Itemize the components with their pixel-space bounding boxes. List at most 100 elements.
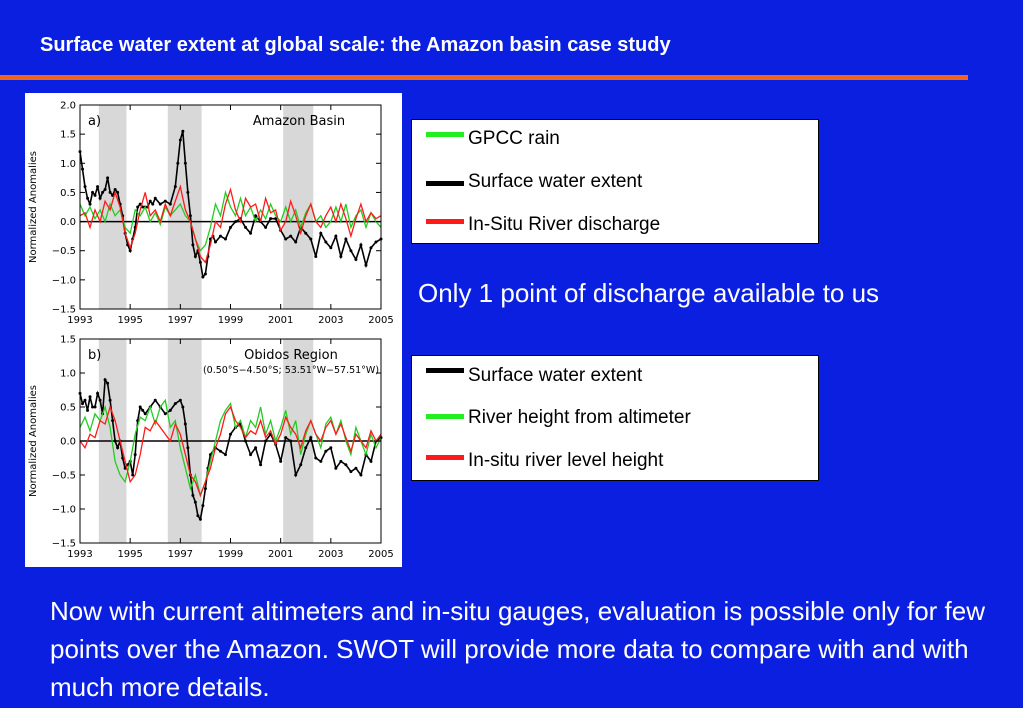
legend2-label: River height from altimeter [468,407,691,428]
data-point [249,231,253,235]
data-point [229,432,232,436]
data-point [106,381,110,385]
x-tick-label: 1997 [168,549,193,560]
data-point [314,456,318,460]
y-axis-label: Normalized Anomalies [28,151,39,263]
legend2-swatch-black [426,368,464,373]
data-point [176,161,180,165]
series-line-red [79,184,382,264]
data-point [86,196,90,200]
data-point [88,202,92,206]
data-point [374,240,378,244]
data-point [186,190,190,194]
data-point [116,446,120,450]
data-point [319,459,323,463]
data-point [91,190,95,194]
legend-box-1: GPCC rain Surface water extent In-Situ R… [411,119,819,244]
data-point [191,493,195,497]
data-point [131,473,135,477]
page-title: Surface water extent at global scale: th… [40,34,671,56]
data-point [249,453,253,457]
data-point [91,405,95,409]
y-tick-label: 0.0 [60,437,76,448]
data-point [254,214,258,218]
data-point [178,138,182,142]
data-point [354,466,358,470]
x-tick-label: 2001 [268,549,293,560]
series-line-green [79,398,382,498]
panel-label: a) [88,114,101,129]
data-point [344,237,348,241]
data-point [163,412,167,416]
data-point [309,237,313,241]
legend1-swatch-black [426,181,464,186]
data-point [264,439,268,443]
legend1-item: Surface water extent [426,171,806,195]
data-point [259,463,263,467]
data-point [284,436,288,440]
data-point [294,473,298,477]
data-point [294,240,298,244]
data-point [334,234,338,238]
data-point [198,260,202,264]
data-point [93,193,97,197]
data-point [128,249,132,253]
data-point [213,240,217,244]
data-point [188,214,192,218]
data-point [138,202,142,206]
legend2-label: Surface water extent [468,365,643,386]
data-point [123,466,127,470]
data-point [304,446,308,450]
data-point [254,446,258,450]
data-point [269,217,273,221]
data-point [158,202,162,206]
legend-box-2: Surface water extent River height from a… [411,355,819,481]
panel-label: b) [88,348,101,363]
data-point [96,391,100,395]
x-tick-label: 1995 [117,315,142,326]
data-point [289,439,293,443]
data-point [183,161,187,165]
legend1-swatch-green [426,132,464,137]
data-point [304,231,308,235]
data-point [314,255,318,259]
data-point [83,185,87,189]
data-point [223,453,227,457]
discharge-note: Only 1 point of discharge available to u… [418,278,880,308]
x-tick-label: 1995 [117,549,142,560]
data-point [234,220,238,224]
data-point [198,517,202,521]
data-point [284,237,288,241]
x-tick-label: 1999 [218,549,243,560]
data-point [113,439,117,443]
x-tick-label: 2001 [268,315,293,326]
data-point [364,263,368,267]
y-tick-label: −0.5 [52,471,76,482]
data-point [93,405,97,409]
y-tick-label: 0.5 [60,188,76,199]
legend1-item: GPCC rain [426,128,806,152]
panel-title: Amazon Basin [253,114,345,129]
data-point [203,272,207,276]
data-point [98,196,102,200]
data-point [183,422,187,426]
y-tick-label: −0.5 [52,246,76,257]
data-point [329,246,333,250]
data-point [309,436,313,440]
legend2-label: In-situ river level height [468,450,664,471]
data-point [121,456,125,460]
x-tick-label: 1999 [218,315,243,326]
y-tick-label: 1.5 [60,335,76,346]
series-line-black [79,377,382,522]
data-point [349,249,353,253]
data-point [111,193,115,197]
data-point [193,255,197,259]
shaded-period [98,105,127,309]
y-tick-label: −1.0 [52,505,76,516]
data-point [96,185,100,189]
data-point [359,243,363,247]
legend2-swatch-green [426,414,464,419]
legend1-label: GPCC rain [468,128,560,149]
y-tick-label: 1.0 [60,159,76,170]
